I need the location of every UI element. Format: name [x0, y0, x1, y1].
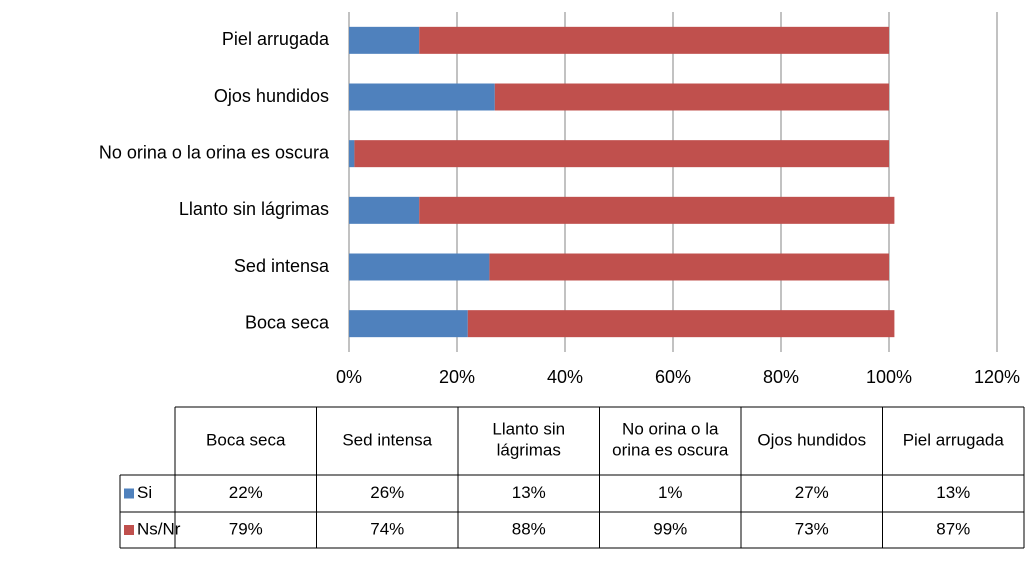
legend-label: Ns/Nr — [137, 519, 181, 538]
bar-segment — [349, 253, 490, 281]
legend-swatch — [124, 488, 134, 499]
table-header: Boca seca — [206, 430, 286, 449]
bar-segment — [419, 26, 889, 54]
y-tick-label: No orina o la orina es oscura — [99, 142, 330, 162]
x-tick-label: 100% — [866, 367, 912, 387]
bar-segment — [494, 83, 889, 111]
table-cell: 26% — [370, 483, 404, 502]
x-tick-label: 120% — [974, 367, 1020, 387]
bar-segment — [354, 140, 889, 168]
bar-segment — [349, 196, 420, 224]
table-cell: 73% — [795, 519, 829, 538]
y-tick-label: Ojos hundidos — [214, 86, 329, 106]
bar-segment — [419, 196, 895, 224]
x-tick-label: 0% — [336, 367, 362, 387]
bar-segment — [467, 310, 895, 338]
table-header: Ojos hundidos — [757, 430, 866, 449]
bar-segment — [349, 140, 355, 168]
legend-label: Si — [137, 483, 152, 502]
y-tick-label: Sed intensa — [234, 256, 330, 276]
bar-segment — [349, 310, 468, 338]
y-tick-label: Piel arrugada — [222, 29, 330, 49]
table-cell: 27% — [795, 483, 829, 502]
table-header: Piel arrugada — [903, 430, 1005, 449]
bar-segment — [349, 26, 420, 54]
table-cell: 99% — [653, 519, 687, 538]
table-header: Llanto sin lágrimas — [492, 420, 565, 460]
y-tick-label: Boca seca — [245, 312, 330, 332]
y-tick-label: Llanto sin lágrimas — [179, 199, 329, 219]
table-cell: 87% — [936, 519, 970, 538]
table-header: Sed intensa — [342, 430, 432, 449]
bar-segment — [489, 253, 889, 281]
bar-segment — [349, 83, 495, 111]
legend-swatch — [124, 525, 134, 535]
table-header: No orina o la orina es oscura — [612, 420, 729, 460]
table-cell: 13% — [512, 483, 546, 502]
table-cell: 22% — [229, 483, 263, 502]
data-table: Boca seca Sed intensa Llanto sin lágrimas No… — [119, 406, 1025, 549]
table-cell: 74% — [370, 519, 404, 538]
table-cell: 79% — [229, 519, 263, 538]
x-tick-label: 60% — [655, 367, 691, 387]
x-tick-label: 20% — [439, 367, 475, 387]
x-tick-label: 40% — [547, 367, 583, 387]
x-tick-label: 80% — [763, 367, 799, 387]
table-cell: 88% — [512, 519, 546, 538]
table-cell: 1% — [658, 483, 683, 502]
table-cell: 13% — [936, 483, 970, 502]
